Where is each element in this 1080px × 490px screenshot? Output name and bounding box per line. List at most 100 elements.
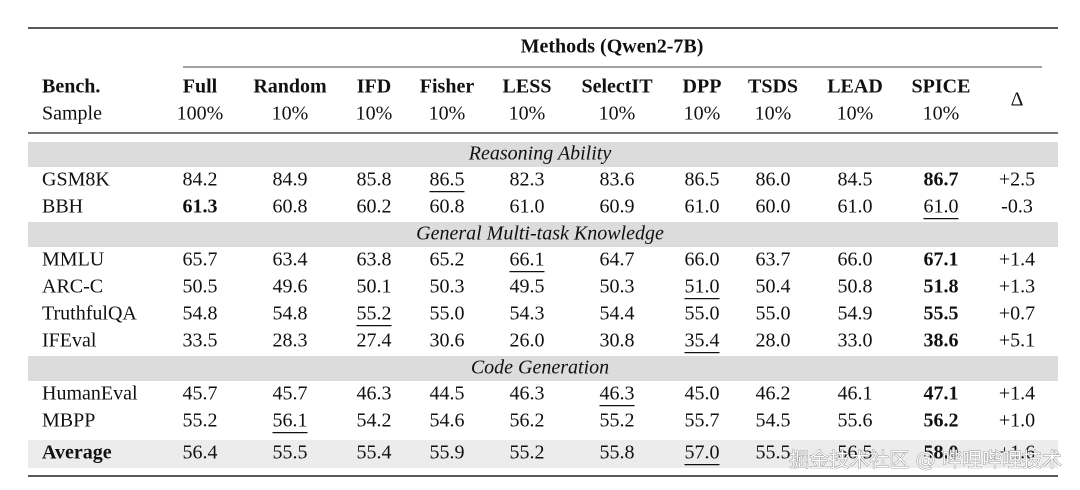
cell: 85.8 [357, 169, 392, 191]
cell: 45.0 [685, 383, 720, 405]
cell: 60.8 [273, 196, 308, 218]
cell: 50.4 [756, 276, 791, 298]
bench-name: MMLU [42, 249, 105, 271]
column-name: DPP [683, 76, 722, 98]
bench-name: BBH [42, 196, 83, 218]
cell: 86.5 [430, 169, 465, 191]
column-name: Random [253, 76, 327, 98]
cell: 28.0 [756, 330, 791, 352]
cell: 55.5 [924, 303, 959, 325]
cell: 55.6 [838, 410, 873, 432]
delta-cell: +1.4 [999, 249, 1035, 271]
section-band [28, 222, 1058, 247]
bench-name: HumanEval [42, 383, 138, 405]
cell: 61.3 [183, 196, 218, 218]
cell: 66.0 [685, 249, 720, 271]
cell: 49.5 [510, 276, 545, 298]
cell: 55.5 [273, 442, 308, 464]
cell: 46.2 [756, 383, 791, 405]
delta-cell: +5.1 [999, 330, 1035, 352]
cell: 84.5 [838, 169, 873, 191]
delta-cell: +1.6 [999, 442, 1035, 464]
cell: 60.8 [430, 196, 465, 218]
cell: 86.0 [756, 169, 791, 191]
cell: 50.5 [183, 276, 218, 298]
section-title: Code Generation [471, 357, 609, 379]
cell: 66.1 [510, 249, 545, 271]
cell: 54.8 [273, 303, 308, 325]
delta-cell: +1.4 [999, 383, 1035, 405]
cell: 45.7 [273, 383, 308, 405]
cell: 50.1 [357, 276, 392, 298]
column-sample: 10% [429, 103, 466, 125]
cell: 26.0 [510, 330, 545, 352]
cell: 30.8 [600, 330, 635, 352]
cell: 56.2 [924, 410, 959, 432]
cell: 57.0 [685, 442, 720, 464]
column-sample: 10% [272, 103, 309, 125]
cell: 55.7 [685, 410, 720, 432]
delta-cell: +1.0 [999, 410, 1035, 432]
cell: 55.5 [756, 442, 791, 464]
cell: 84.9 [273, 169, 308, 191]
cell: 61.0 [510, 196, 545, 218]
cell: 33.5 [183, 330, 218, 352]
cell: 55.8 [600, 442, 635, 464]
cell: 54.5 [756, 410, 791, 432]
cell: 61.0 [924, 196, 959, 218]
delta-cell: +1.3 [999, 276, 1035, 298]
cell: 63.8 [357, 249, 392, 271]
bench-name: ARC-C [42, 276, 103, 298]
delta-cell: -0.3 [1001, 196, 1033, 218]
cell: 47.1 [924, 383, 959, 405]
column-sample: 10% [923, 103, 960, 125]
bench-name: MBPP [42, 410, 95, 432]
cell: 86.5 [685, 169, 720, 191]
cell: 61.0 [685, 196, 720, 218]
section-band [28, 142, 1058, 167]
column-name: Full [183, 76, 218, 98]
cell: 56.2 [510, 410, 545, 432]
group-title: Methods (Qwen2-7B) [521, 36, 704, 58]
delta-cell: +2.5 [999, 169, 1035, 191]
bench-name: GSM8K [42, 169, 110, 191]
cell: 51.0 [685, 276, 720, 298]
cell: 54.3 [510, 303, 545, 325]
bench-name: TruthfulQA [42, 303, 137, 325]
cell: 38.6 [924, 330, 959, 352]
cell: 60.0 [756, 196, 791, 218]
watermark: 掘金技术社区 @ 哔哩哔哩技术 [789, 448, 1062, 472]
cell: 55.0 [756, 303, 791, 325]
section-title: Reasoning Ability [468, 143, 612, 165]
cell: 56.5 [838, 442, 873, 464]
column-name: SelectIT [581, 76, 653, 98]
cell: 55.0 [685, 303, 720, 325]
cell: 51.8 [924, 276, 959, 298]
cell: 54.8 [183, 303, 218, 325]
cell: 64.7 [600, 249, 635, 271]
cell: 58.0 [924, 442, 959, 464]
delta-label: Δ [1011, 89, 1024, 111]
average-band [28, 440, 1058, 468]
cell: 28.3 [273, 330, 308, 352]
sample-label: Sample [42, 103, 102, 125]
cell: 56.4 [183, 442, 218, 464]
column-sample: 100% [177, 103, 224, 125]
cell: 54.6 [430, 410, 465, 432]
cell: 46.1 [838, 383, 873, 405]
cell: 66.0 [838, 249, 873, 271]
cell: 55.4 [357, 442, 392, 464]
cell: 45.7 [183, 383, 218, 405]
cell: 30.6 [430, 330, 465, 352]
cell: 84.2 [183, 169, 218, 191]
cell: 61.0 [838, 196, 873, 218]
cell: 65.7 [183, 249, 218, 271]
cell: 55.2 [183, 410, 218, 432]
cell: 55.2 [510, 442, 545, 464]
cell: 50.8 [838, 276, 873, 298]
cell: 35.4 [685, 330, 720, 352]
cell: 86.7 [924, 169, 959, 191]
cell: 46.3 [600, 383, 635, 405]
column-name: TSDS [748, 76, 798, 98]
